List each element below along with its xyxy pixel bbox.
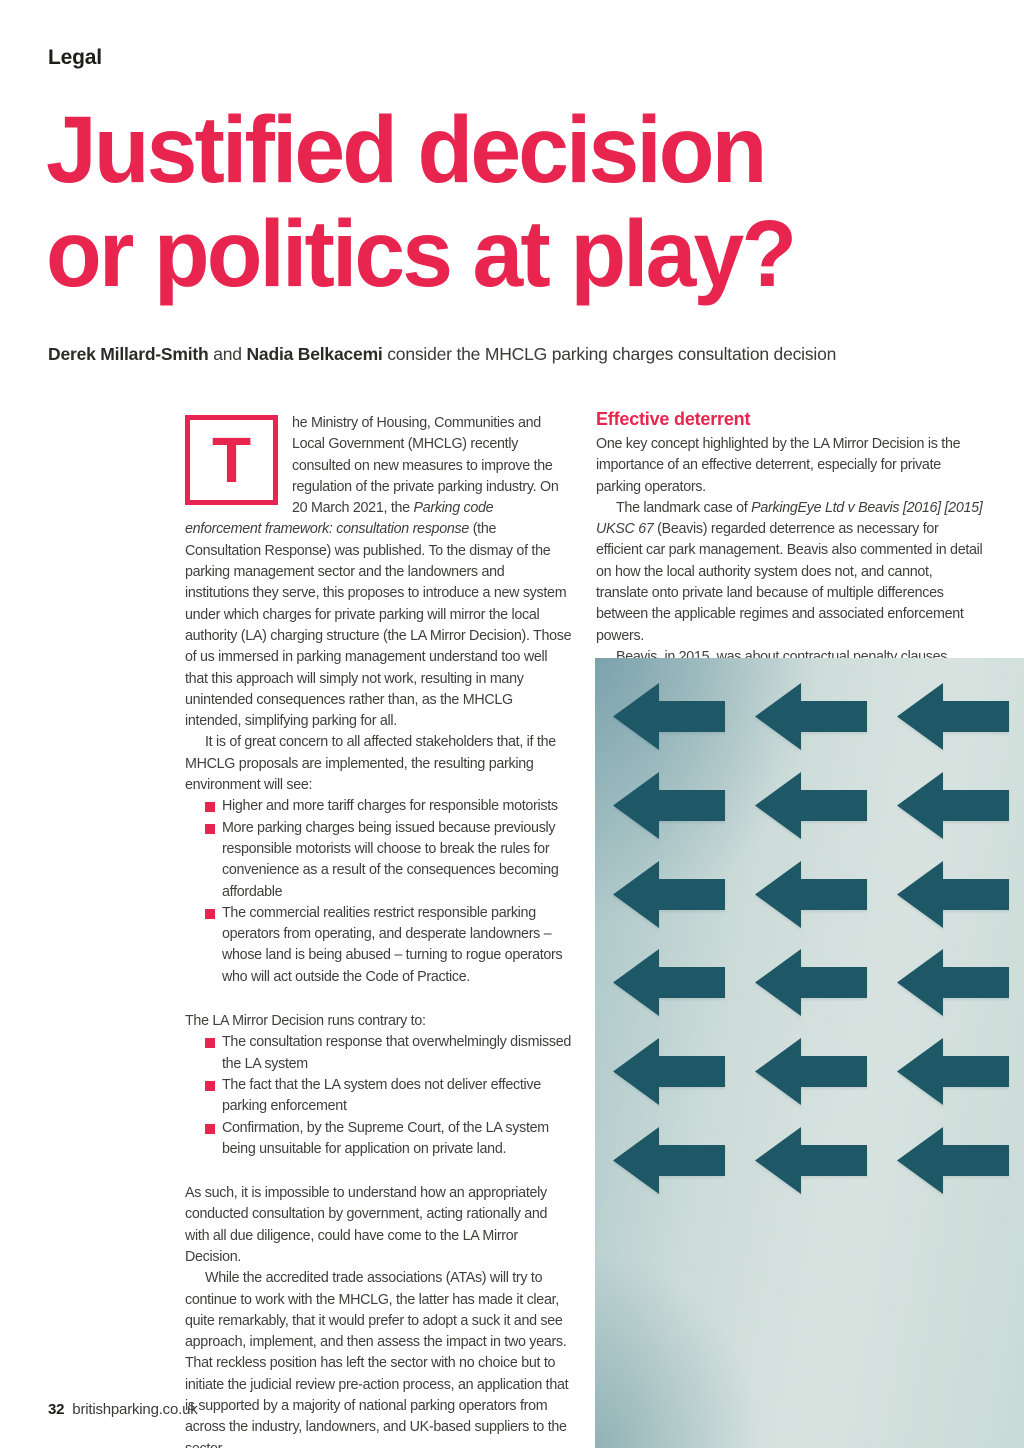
left-arrow-icon — [897, 949, 1009, 1017]
left-arrow-icon — [613, 949, 725, 1017]
page-title-line1: Justified decision — [46, 97, 767, 203]
paragraph-concern: It is of great concern to all affected s… — [185, 734, 556, 794]
bullet-item: The fact that the LA system does not del… — [205, 1075, 572, 1118]
bullet-text: The commercial realities restrict respon… — [222, 904, 563, 985]
bullet-item: Confirmation, by the Supreme Court, of t… — [205, 1118, 572, 1161]
bullet-square-icon — [205, 1080, 215, 1091]
spacer — [185, 1160, 572, 1183]
left-arrow-icon — [755, 1038, 867, 1106]
text-segment: Nadia Belkacemi — [246, 344, 383, 364]
page-title-line2: or politics at play? — [46, 201, 797, 307]
bullet-item: The commercial realities restrict respon… — [205, 903, 572, 988]
paragraph-landmark-case: The landmark case of ParkingEye Ltd v Be… — [596, 498, 988, 647]
section-label: Legal — [48, 46, 102, 69]
text-segment: and — [208, 344, 247, 364]
left-arrow-icon — [613, 683, 725, 750]
subheading-effective-deterrent: Effective deterrent — [596, 409, 751, 429]
bullet-item: More parking charges being issued becaus… — [205, 818, 572, 903]
left-arrow-icon — [613, 771, 725, 839]
page-title: Justified decision or politics at play? — [46, 98, 948, 306]
left-arrow-icon — [897, 1038, 1009, 1106]
article-left-column: T he Ministry of Housing, Communities an… — [185, 413, 572, 1448]
text-segment: (the Consultation Response) was publishe… — [185, 521, 572, 730]
paragraph-contrary: The LA Mirror Decision runs contrary to: — [185, 1013, 426, 1030]
text-segment: consider the MHCLG parking charges consu… — [382, 344, 837, 364]
left-arrow-icon — [755, 1127, 867, 1194]
left-arrow-icon — [613, 860, 725, 928]
left-arrow-icon — [897, 860, 1009, 928]
left-arrow-icon — [755, 860, 867, 928]
left-arrow-icon — [755, 683, 867, 750]
left-arrow-icon — [897, 683, 1009, 750]
bullet-text: The consultation response that overwhelm… — [222, 1034, 572, 1072]
dropcap-letter: T — [211, 424, 252, 496]
bullet-square-icon — [205, 908, 215, 919]
left-arrow-icon — [755, 949, 867, 1017]
dropcap-box: T — [185, 415, 278, 505]
bullet-text: Confirmation, by the Supreme Court, of t… — [222, 1119, 549, 1157]
left-arrow-icon — [897, 1127, 1009, 1194]
bullet-text: More parking charges being issued becaus… — [222, 819, 559, 900]
text-segment: The landmark case of — [616, 499, 752, 516]
paragraph-intro: he Ministry of Housing, Communities and … — [185, 413, 572, 732]
bullet-square-icon — [205, 823, 215, 834]
text-segment: (Beavis) regarded deterrence as necessar… — [596, 521, 983, 644]
bullet-item: Higher and more tariff charges for respo… — [205, 796, 572, 817]
text-segment: Derek Millard-Smith — [48, 344, 209, 364]
left-arrow-icon — [755, 771, 867, 839]
bullet-square-icon — [205, 1123, 215, 1134]
page-footer: 32 britishparking.co.uk — [48, 1401, 198, 1418]
left-arrow-icon — [613, 1038, 725, 1106]
left-arrow-icon — [897, 771, 1009, 839]
spacer — [185, 988, 572, 1011]
footer-site: britishparking.co.uk — [72, 1401, 198, 1418]
bullet-text: The fact that the LA system does not del… — [222, 1076, 541, 1115]
bullet-item: The consultation response that overwhelm… — [205, 1032, 572, 1075]
text-segment: Parking code enforcement framework: cons… — [185, 500, 494, 538]
bullet-square-icon — [205, 1038, 215, 1049]
left-arrow-icon — [613, 1127, 725, 1194]
article-right-column: Effective deterrent One key concept high… — [596, 407, 988, 668]
paragraph-as-such: As such, it is impossible to understand … — [185, 1185, 548, 1265]
page-number: 32 — [48, 1401, 65, 1418]
text-segment: ParkingEye Ltd v Beavis [2016] [2015] UK… — [596, 499, 983, 538]
left-arrows-graphic — [595, 658, 1024, 1448]
bullet-list-environment: Higher and more tariff charges for respo… — [185, 796, 572, 988]
bullet-text: Higher and more tariff charges for respo… — [222, 798, 558, 815]
bullet-square-icon — [205, 802, 215, 813]
bullet-list-contrary: The consultation response that overwhelm… — [185, 1032, 572, 1160]
paragraph-while: While the accredited trade associations … — [185, 1270, 569, 1448]
text-segment: he Ministry of Housing, Communities and … — [292, 415, 559, 517]
byline: Derek Millard-Smith and Nadia Belkacemi … — [48, 344, 948, 365]
paragraph-key-concept: One key concept highlighted by the LA Mi… — [596, 436, 961, 495]
